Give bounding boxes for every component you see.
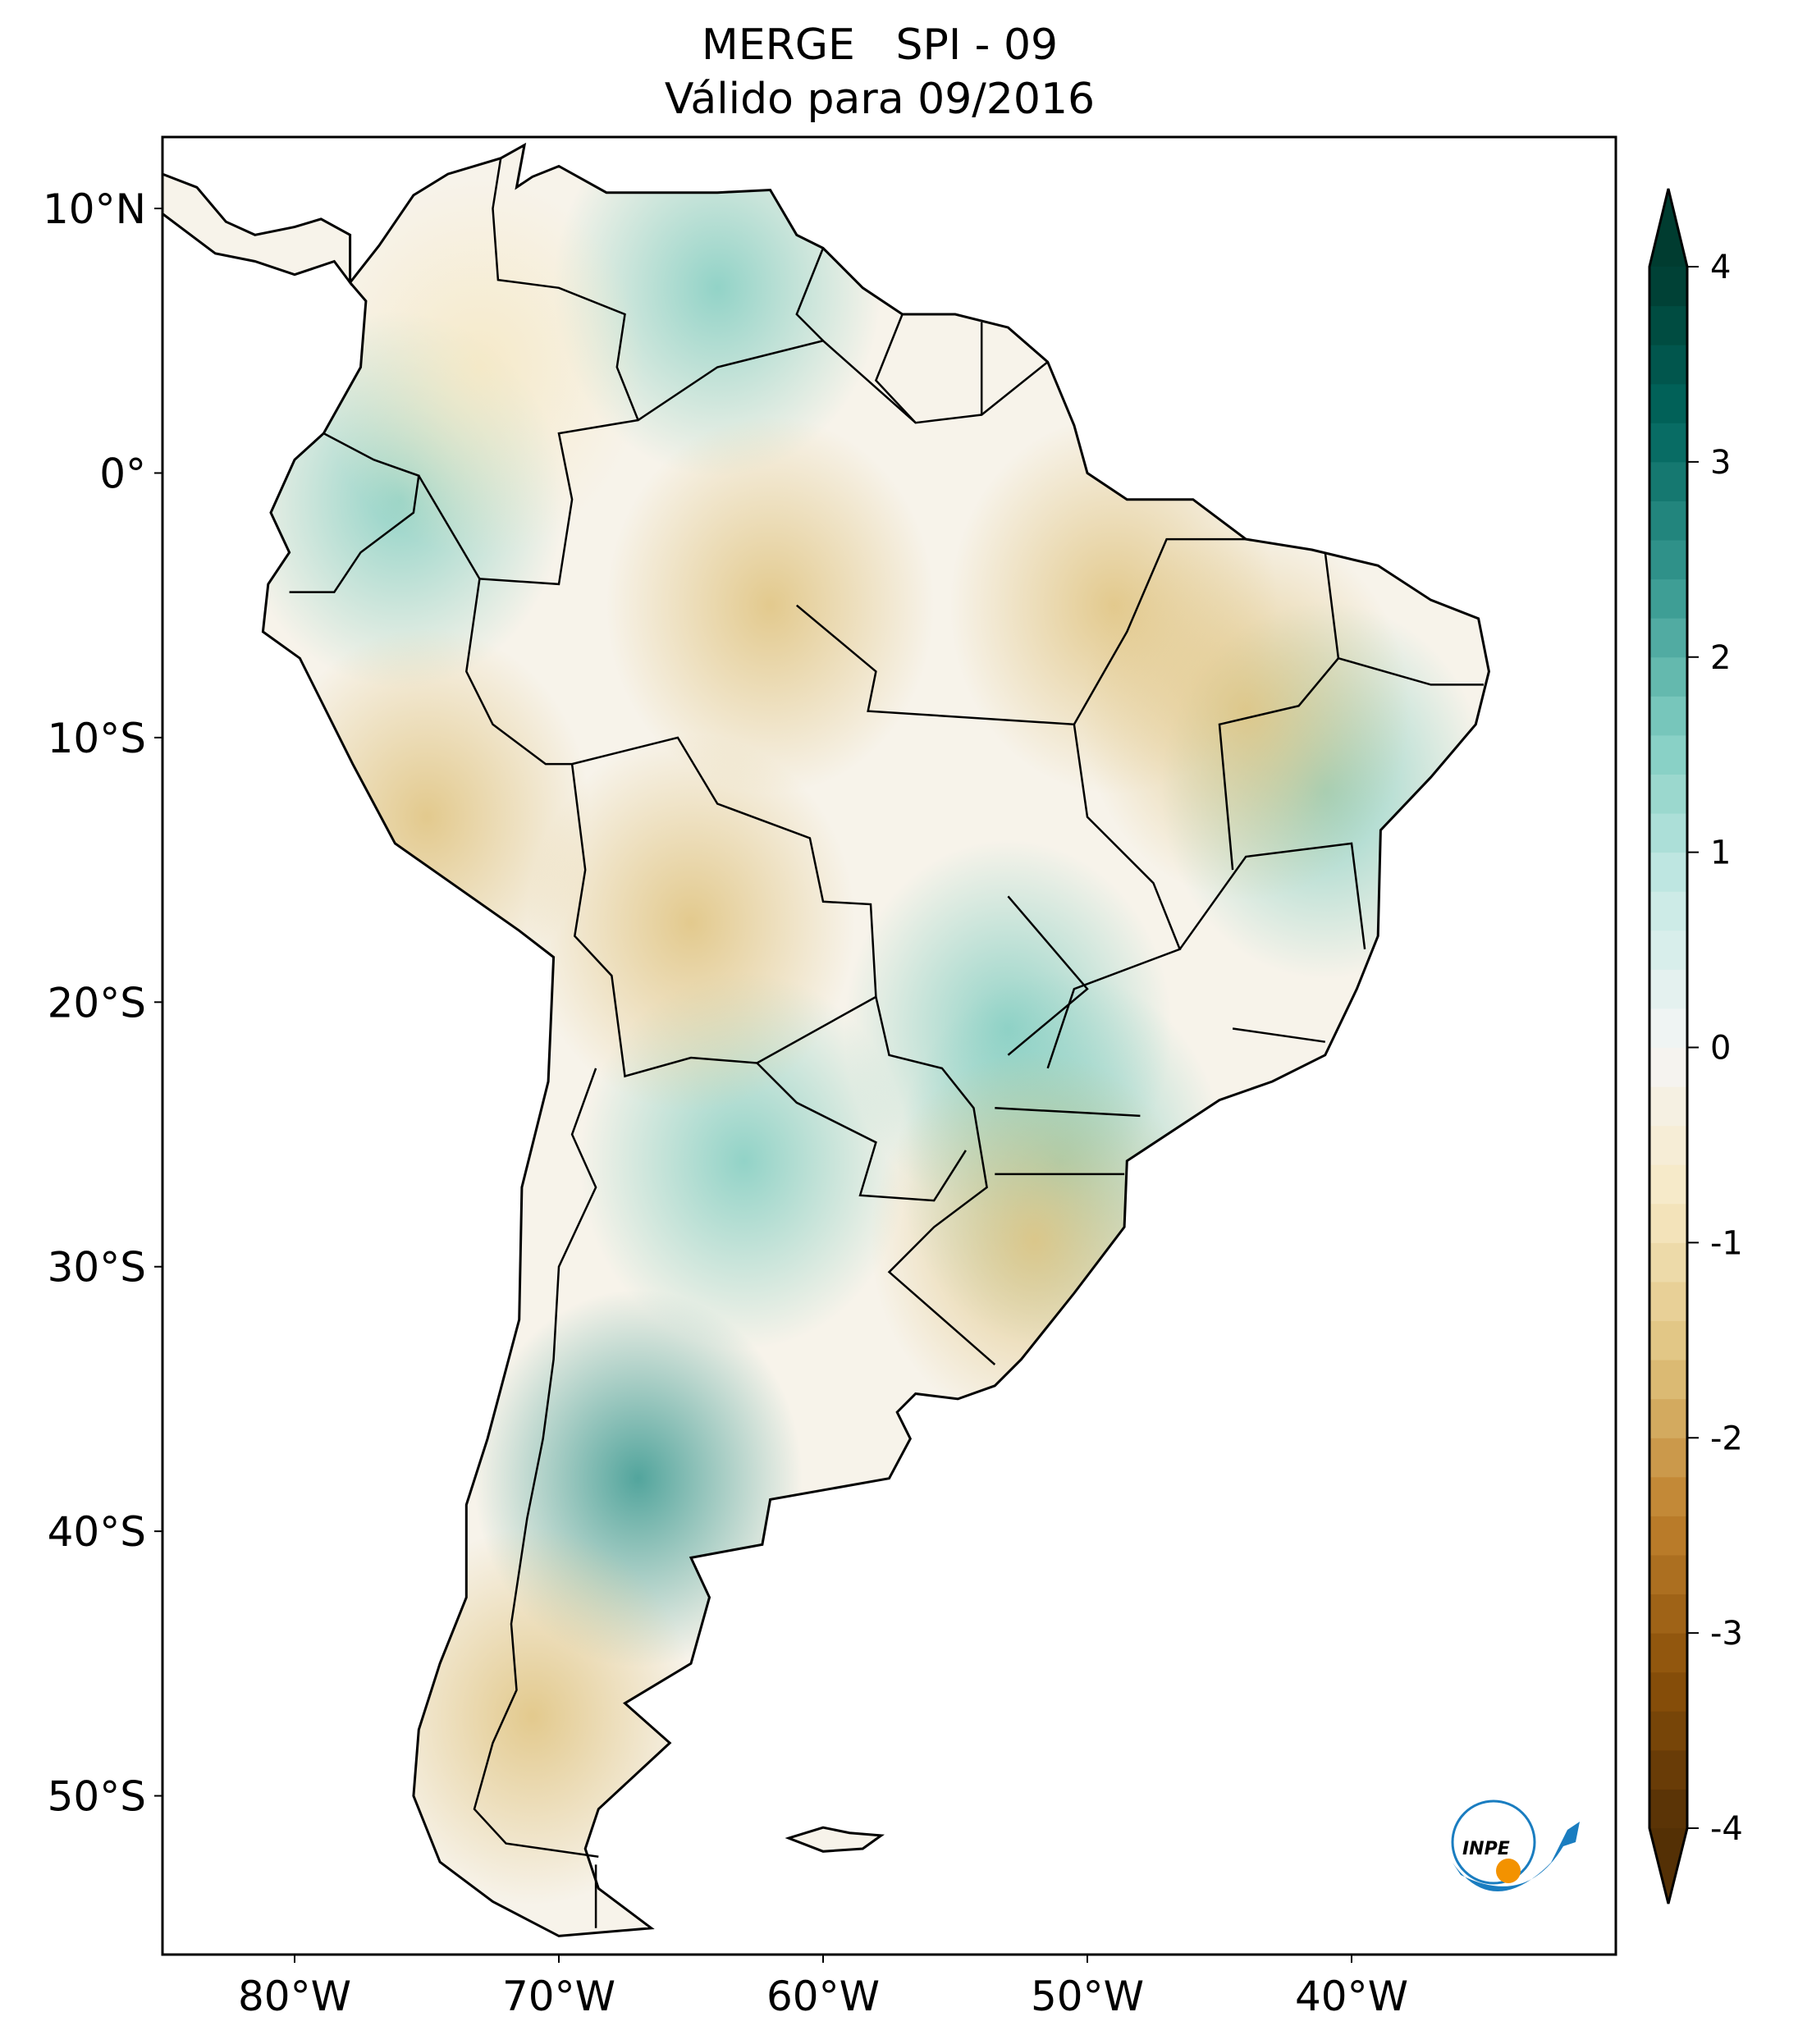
country-border <box>492 158 639 421</box>
colorbar-segment <box>1649 969 1687 1009</box>
spi-anomaly-region <box>606 416 935 794</box>
spi-anomaly-region <box>1082 522 1411 900</box>
country-border <box>465 578 996 1365</box>
colorbar-segment <box>1649 852 1687 892</box>
colorbar-segment <box>1649 1476 1687 1516</box>
x-tick-label: 70°W <box>502 1973 615 2020</box>
chart-title: MERGE SPI - 09 <box>702 21 1058 70</box>
country-border <box>1007 895 1089 1056</box>
spi-anomaly-region <box>315 178 644 556</box>
country-border <box>995 1107 1141 1118</box>
colorbar-segment <box>1649 1164 1687 1205</box>
country-border <box>473 1068 599 1858</box>
y-tick-label: 20°S <box>48 979 146 1027</box>
colorbar-segment <box>1649 1125 1687 1165</box>
colorbar-tick-label: -2 <box>1710 1420 1743 1457</box>
country-border <box>874 313 917 424</box>
logo-text: INPE <box>1462 1839 1510 1859</box>
colorbar-segment <box>1649 345 1687 385</box>
colorbar-segment <box>1649 267 1687 307</box>
colorbar-tick-label: -3 <box>1710 1615 1743 1653</box>
x-tick-label: 60°W <box>766 1973 880 2020</box>
colorbar-segment <box>1649 1749 1687 1790</box>
country-border <box>795 604 1182 1069</box>
inpe-logo: INPE <box>1451 1799 1580 1891</box>
coastline <box>161 171 352 286</box>
colorbar-segment <box>1649 1047 1687 1087</box>
colorbar-segment <box>1649 423 1687 463</box>
y-tick-label: 50°S <box>48 1773 146 1821</box>
colorbar-tick-label: 2 <box>1710 639 1731 677</box>
colorbar-tick-label: 3 <box>1710 444 1731 482</box>
spi-anomaly-region <box>368 1527 697 1905</box>
colorbar-segment <box>1649 1398 1687 1438</box>
colorbar-segment <box>1649 501 1687 541</box>
x-tick-label: 80°W <box>238 1973 351 2020</box>
chart-subtitle: Válido para 09/2016 <box>665 75 1095 124</box>
colorbar-segment <box>1649 734 1687 775</box>
colorbar-segment <box>1649 1281 1687 1322</box>
colorbar-segment <box>1649 1242 1687 1283</box>
y-tick-label: 10°N <box>43 185 146 233</box>
x-axis: 80°W 70°W 60°W 50°W 40°W <box>238 1955 1408 2020</box>
country-border <box>1338 656 1484 686</box>
colorbar-segment <box>1649 656 1687 697</box>
colorbar-segment <box>1649 305 1687 345</box>
map-frame <box>161 135 1617 1956</box>
colorbar-tick-label: -1 <box>1710 1224 1743 1262</box>
colorbar-segment <box>1649 618 1687 658</box>
colorbar-segment <box>1649 1008 1687 1048</box>
colorbar-tick-label: 1 <box>1710 835 1731 872</box>
colorbar-extend-max <box>1649 189 1687 267</box>
colorbar-segment <box>1649 1711 1687 1751</box>
colorbar-extend-min <box>1649 1828 1687 1904</box>
map-area <box>161 142 1490 1937</box>
colorbar-segment <box>1649 1516 1687 1556</box>
y-axis: 10°N 0° 10°S 20°S 30°S 40°S 50°S <box>43 185 162 1821</box>
y-tick-label: 30°S <box>48 1244 146 1292</box>
colorbar-segment <box>1649 1789 1687 1829</box>
country-border <box>289 432 420 593</box>
colorbar-tick-label: 0 <box>1710 1030 1731 1068</box>
colorbar-segment <box>1649 1320 1687 1360</box>
colorbar-segment <box>1649 813 1687 853</box>
land-fill <box>162 144 1489 1937</box>
y-tick-label: 10°S <box>48 715 146 762</box>
country-border <box>795 247 825 342</box>
colorbar-segment <box>1649 1594 1687 1634</box>
country-border <box>1178 842 1366 950</box>
colorbar-segment <box>1649 1203 1687 1243</box>
y-tick-label: 0° <box>99 450 146 497</box>
colorbar-segment <box>1649 1671 1687 1712</box>
colorbar-segment <box>1649 1554 1687 1595</box>
spi-anomaly-region <box>527 734 855 1112</box>
country-border <box>1073 537 1247 725</box>
colorbar-segment <box>1649 578 1687 619</box>
colorbar-segment <box>1649 383 1687 423</box>
colorbar-segment <box>1649 1633 1687 1673</box>
y-tick-label: 40°S <box>48 1508 146 1556</box>
country-border <box>418 475 481 580</box>
x-tick-label: 40°W <box>1295 1973 1408 2020</box>
colorbar-segment <box>1649 891 1687 931</box>
colorbar-segment <box>1649 1360 1687 1400</box>
colorbar-segment <box>1649 696 1687 736</box>
country-border <box>570 763 877 1078</box>
x-tick-label: 50°W <box>1031 1973 1144 2020</box>
country-border <box>756 1062 967 1202</box>
country-border <box>1218 552 1340 871</box>
colorbar-segment <box>1649 540 1687 580</box>
colorbar-segment <box>1649 1086 1687 1127</box>
colorbar: 4 3 2 1 0 -1 -2 -3 -4 <box>1648 188 1743 1905</box>
colorbar-tick-label: -4 <box>1710 1810 1743 1848</box>
coastline <box>785 1826 885 1853</box>
colorbar-tick-label: 4 <box>1710 249 1731 286</box>
country-border <box>479 339 1049 586</box>
colorbar-segment <box>1649 1438 1687 1478</box>
colorbar-segment <box>1649 774 1687 814</box>
colorbar-segment <box>1649 930 1687 970</box>
country-border <box>1232 1027 1325 1043</box>
colorbar-segment <box>1649 461 1687 501</box>
